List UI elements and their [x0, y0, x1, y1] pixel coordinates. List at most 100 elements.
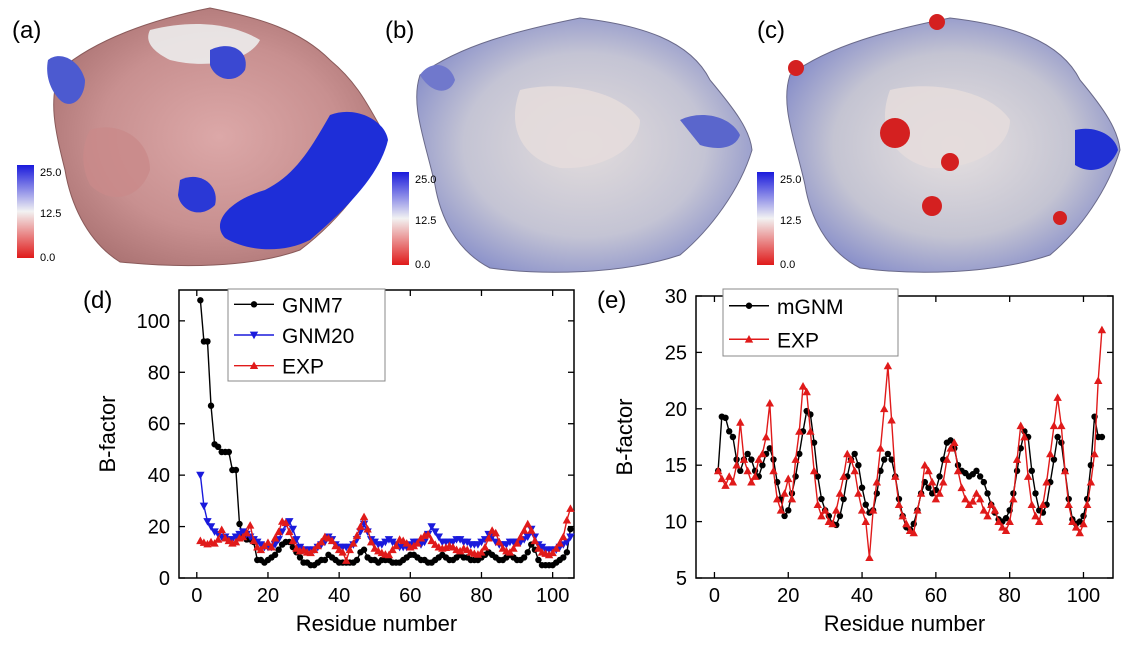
data-point	[722, 414, 729, 422]
legend-marker	[745, 302, 753, 309]
data-point	[197, 297, 204, 304]
data-point	[953, 466, 963, 475]
data-point	[766, 445, 774, 452]
data-point	[288, 536, 298, 545]
data-point	[1098, 433, 1106, 441]
x-tick-label: 100	[536, 585, 569, 607]
data-point	[388, 545, 397, 554]
data-point	[791, 455, 800, 463]
data-point	[352, 531, 362, 539]
data-point	[961, 494, 970, 503]
data-point	[566, 504, 575, 512]
y-tick-label: 80	[148, 362, 170, 384]
data-point	[1054, 433, 1061, 441]
x-tick-label: 100	[1067, 585, 1100, 607]
data-point	[552, 544, 561, 552]
data-point	[523, 533, 532, 542]
data-point	[434, 533, 443, 542]
data-point	[942, 455, 952, 463]
data-point	[758, 449, 767, 458]
colorbar-tick: 12.5	[780, 215, 801, 227]
data-point	[776, 506, 786, 514]
y-tick-label: 100	[137, 311, 170, 333]
data-point	[987, 500, 996, 509]
data-point	[761, 432, 771, 441]
data-point	[310, 545, 319, 554]
data-point	[913, 506, 922, 514]
x-tick-label: 40	[851, 585, 873, 607]
data-point	[523, 519, 532, 528]
data-point	[1038, 500, 1048, 509]
data-point	[1094, 376, 1103, 384]
data-point	[213, 535, 223, 543]
data-point	[1053, 393, 1062, 401]
data-point	[296, 554, 304, 561]
data-point	[924, 466, 933, 475]
x-tick-label: 80	[470, 585, 492, 607]
y-tick-label: 20	[665, 399, 687, 421]
data-point	[1068, 517, 1077, 525]
y-tick-label: 15	[665, 455, 687, 477]
data-point	[232, 466, 240, 474]
data-point	[744, 450, 751, 458]
series-exp	[713, 325, 1107, 562]
data-point	[563, 549, 571, 556]
data-point	[491, 528, 500, 537]
data-point	[861, 517, 870, 525]
data-point	[884, 450, 892, 458]
data-point	[947, 437, 954, 444]
data-point	[717, 474, 727, 483]
data-point	[463, 538, 472, 547]
data-point	[1032, 490, 1039, 497]
colorbar-tick: 25.0	[415, 174, 436, 186]
data-point	[737, 467, 744, 475]
data-point	[203, 539, 212, 548]
data-point	[1020, 432, 1029, 441]
x-axis-label: Residue number	[296, 611, 457, 636]
data-point	[431, 528, 440, 536]
data-point	[331, 541, 340, 550]
colorbar-tick: 0.0	[780, 259, 795, 271]
data-point	[1005, 517, 1014, 525]
chart-e: (e) 0 20 40 60 80 100 5 10 15 20 25 30 Residue number…	[597, 286, 1114, 636]
data-point	[1060, 466, 1070, 475]
data-point	[245, 521, 255, 529]
data-point	[854, 489, 863, 497]
data-point	[391, 541, 401, 550]
data-point	[566, 533, 575, 542]
data-point	[732, 461, 741, 469]
y-tick-label: 10	[665, 512, 687, 534]
chart-d: (d) 0 20 40 60 80 100 0 20 40 60 80 100 Residue numbe…	[83, 287, 575, 636]
data-point	[1076, 518, 1083, 525]
data-point	[1071, 523, 1081, 531]
data-point	[256, 541, 266, 549]
data-point	[877, 467, 884, 475]
data-point	[206, 523, 216, 531]
data-point	[772, 494, 782, 503]
x-tick-label: 20	[257, 585, 279, 607]
x-tick-label: 0	[191, 585, 202, 607]
colorbar-tick: 0.0	[415, 259, 430, 271]
plot-frame	[695, 295, 1114, 579]
data-point	[850, 466, 859, 475]
legend: mGNM EXP	[722, 288, 899, 357]
data-point	[935, 489, 944, 497]
data-point	[796, 450, 803, 458]
data-point	[366, 537, 376, 546]
x-tick-label: 40	[328, 585, 350, 607]
data-point	[855, 462, 862, 469]
data-point	[225, 448, 233, 456]
data-point	[203, 518, 212, 526]
legend-marker	[744, 335, 754, 343]
legend-label: GNM7	[282, 294, 343, 317]
data-point	[946, 444, 955, 452]
data-point	[535, 556, 542, 564]
data-point	[360, 546, 368, 553]
data-point	[210, 528, 219, 536]
data-point	[832, 506, 841, 514]
y-axis-label: B-factor	[95, 395, 120, 472]
data-point	[427, 536, 436, 545]
data-point	[516, 532, 525, 541]
data-point	[872, 477, 882, 486]
